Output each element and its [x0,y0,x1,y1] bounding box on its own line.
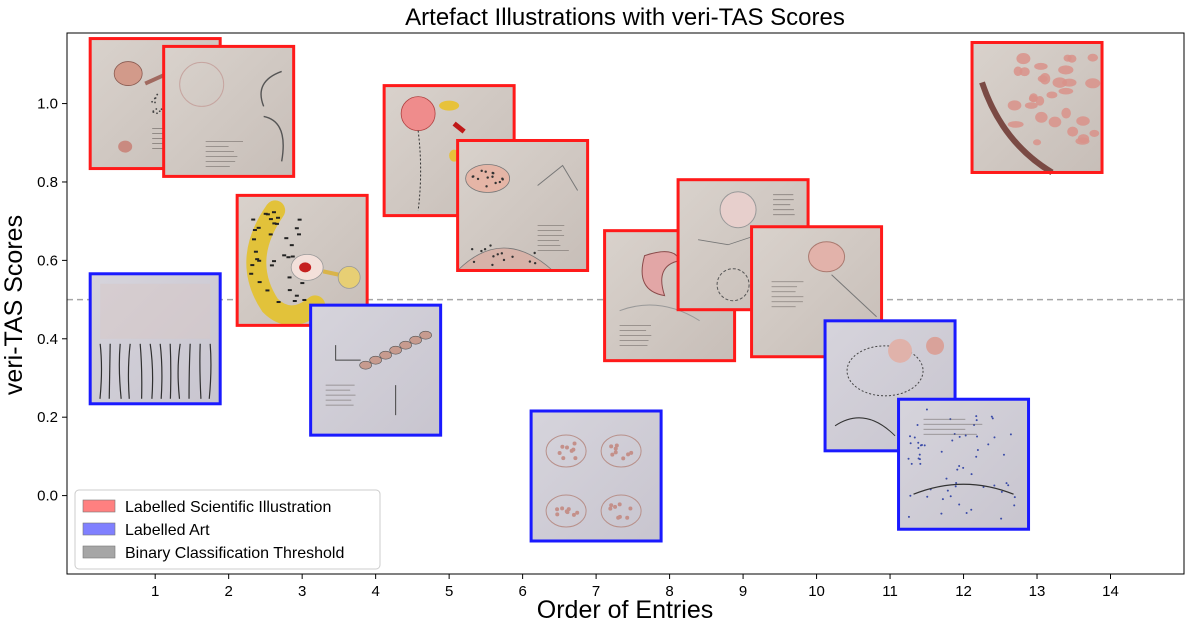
x-tick-label: 7 [592,583,600,600]
entry-thumbnail-14 [970,40,1104,176]
legend-label: Labelled Scientific Illustration [125,499,331,516]
y-tick-label: 0.0 [37,488,58,505]
thumbnail-paper [531,410,662,541]
entry-thumbnail-7 [456,138,590,272]
plot-frame [66,32,1185,575]
entry-thumbnail-5 [309,303,443,437]
x-tick-label: 11 [882,583,898,600]
x-tick-label: 6 [518,583,526,600]
x-tick-label: 2 [224,583,232,600]
chart-title: Artefact Illustrations with veri-TAS Sco… [405,4,845,31]
thumbnail-paper [898,399,1029,530]
x-axis-title: Order of Entries [537,596,713,624]
legend-box [74,489,381,570]
y-tick-label: 0.8 [37,174,58,191]
thumbnail-border [529,409,663,543]
entry-thumbnail-2 [88,272,222,406]
legend: Labelled Scientific Illustration Labelled… [74,489,381,570]
x-axis-ticks: 1 2 3 4 5 6 7 8 9 10 11 12 13 14 [151,574,1119,600]
thumbnail-border [823,319,957,453]
entry-thumbnail-3 [162,44,296,178]
x-tick-label: 12 [955,583,972,600]
x-tick-label: 4 [371,583,379,600]
thumbnail-border [750,225,884,359]
thumbnail-border [897,397,1031,531]
thumbnail-paper [163,46,294,177]
thumbnail-border [88,272,222,406]
y-axis-ticks: 0.0 0.2 0.4 0.6 0.8 1.0 [37,96,67,505]
legend-swatch [82,522,116,536]
y-axis-title: veri-TAS Scores [0,215,28,395]
legend-label: Binary Classification Threshold [125,545,344,562]
x-tick-label: 14 [1102,583,1119,600]
legend-label: Labelled Art [125,522,210,539]
thumbnail-border [970,40,1104,174]
plot-area: 1 2 3 4 5 6 7 8 9 10 11 12 13 14 0.00.20.40.60.81.0 [37,32,1185,600]
y-tick-label: 0.6 [37,252,58,269]
thumbnail-border [309,303,443,437]
thumbnail-border [456,138,590,272]
x-tick-label: 3 [298,583,306,600]
entry-thumbnail-13 [897,397,1031,531]
thumbnail-border [235,193,369,327]
x-tick-label: 8 [665,583,673,600]
x-tick-label: 10 [808,583,825,600]
x-tick-label: 13 [1029,583,1046,600]
entry-thumbnail-8 [529,409,663,543]
thumbnail-paper [310,305,441,436]
x-tick-label: 9 [739,583,747,600]
y-tick-label: 0.2 [37,409,58,426]
y-tick-label: 0.4 [37,331,58,348]
points-layer [88,37,1104,543]
thumbnail-paper [457,140,588,271]
x-tick-label: 1 [151,583,159,600]
thumbnail-border [162,44,296,178]
x-tick-label: 5 [445,583,453,600]
legend-swatch [82,499,116,513]
y-tick-label: 1.0 [37,96,58,113]
legend-swatch [82,545,116,559]
